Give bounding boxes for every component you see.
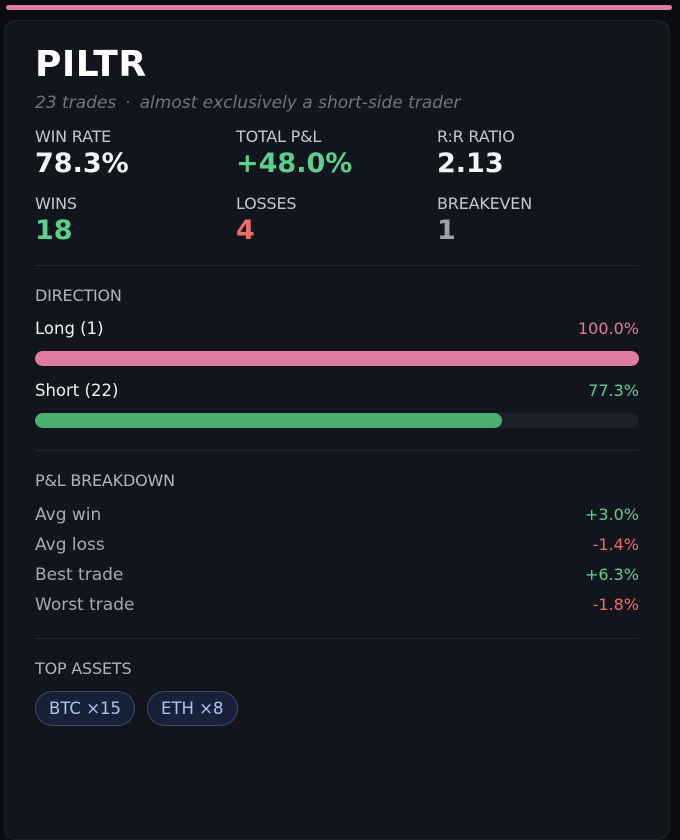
stat-label: TOTAL P&L xyxy=(236,127,322,146)
top-assets-heading: TOP ASSETS xyxy=(35,659,132,678)
trader-subtitle: 23 trades · almost exclusively a short-sid… xyxy=(35,91,639,115)
stat-label: WINS xyxy=(35,194,77,213)
stat-value: 78.3% xyxy=(35,148,129,179)
direction-percent: 100.0% xyxy=(577,319,639,338)
direction-row-short: Short (22) 77.3% xyxy=(35,380,639,402)
trader-description: almost exclusively a short-side trader xyxy=(139,93,461,113)
short-bar-track xyxy=(35,413,639,428)
divider xyxy=(35,638,639,639)
subtitle-separator: · xyxy=(125,93,131,113)
stat-value: 1 xyxy=(437,215,456,246)
stat-label: WIN RATE xyxy=(35,127,112,146)
pnl-value: +3.0% xyxy=(584,505,639,524)
stat-value: 18 xyxy=(35,215,73,246)
pnl-label: Avg win xyxy=(35,505,102,525)
stat-label: BREAKEVEN xyxy=(437,194,532,213)
divider xyxy=(35,265,639,266)
long-bar-fill xyxy=(35,351,639,366)
pnl-row-avg-loss: Avg loss -1.4% xyxy=(35,534,639,556)
asset-chip-btc[interactable]: BTC ×15 xyxy=(35,691,136,726)
asset-chip-eth[interactable]: ETH ×8 xyxy=(147,691,238,726)
trader-name: PILTR xyxy=(35,44,147,85)
long-bar-track xyxy=(35,351,639,366)
pnl-label: Avg loss xyxy=(35,535,105,555)
pnl-label: Worst trade xyxy=(35,595,135,615)
direction-name: Long (1) xyxy=(35,319,104,338)
pnl-heading: P&L BREAKDOWN xyxy=(35,471,175,490)
pnl-value: -1.8% xyxy=(592,595,639,614)
direction-percent: 77.3% xyxy=(588,381,639,400)
stat-rr-ratio: R:R RATIO 2.13 xyxy=(437,127,637,180)
short-bar-fill xyxy=(35,413,502,428)
direction-heading: DIRECTION xyxy=(35,286,122,305)
stats-grid: WIN RATE 78.3% TOTAL P&L +48.0% R:R RATI… xyxy=(35,127,639,247)
trader-card: PILTR 23 trades · almost exclusively a sho… xyxy=(4,20,670,840)
direction-row-long: Long (1) 100.0% xyxy=(35,318,639,340)
pnl-row-avg-win: Avg win +3.0% xyxy=(35,504,639,526)
stat-wins: WINS 18 xyxy=(35,194,236,247)
stat-label: R:R RATIO xyxy=(437,127,515,146)
stat-value: 4 xyxy=(236,215,255,246)
top-accent-bar xyxy=(6,5,672,10)
pnl-row-best-trade: Best trade +6.3% xyxy=(35,564,639,586)
asset-chips: BTC ×15 ETH ×8 xyxy=(35,691,639,726)
pnl-row-worst-trade: Worst trade -1.8% xyxy=(35,594,639,616)
pnl-value: +6.3% xyxy=(584,565,639,584)
trade-count: 23 trades xyxy=(35,93,117,113)
stat-value: 2.13 xyxy=(437,148,504,179)
stat-total-pnl: TOTAL P&L +48.0% xyxy=(236,127,437,180)
pnl-label: Best trade xyxy=(35,565,124,585)
stat-breakeven: BREAKEVEN 1 xyxy=(437,194,637,247)
stat-label: LOSSES xyxy=(236,194,297,213)
direction-name: Short (22) xyxy=(35,381,119,400)
stat-win-rate: WIN RATE 78.3% xyxy=(35,127,236,180)
pnl-value: -1.4% xyxy=(592,535,639,554)
stat-losses: LOSSES 4 xyxy=(236,194,437,247)
divider xyxy=(35,450,639,451)
stat-value: +48.0% xyxy=(236,148,353,179)
